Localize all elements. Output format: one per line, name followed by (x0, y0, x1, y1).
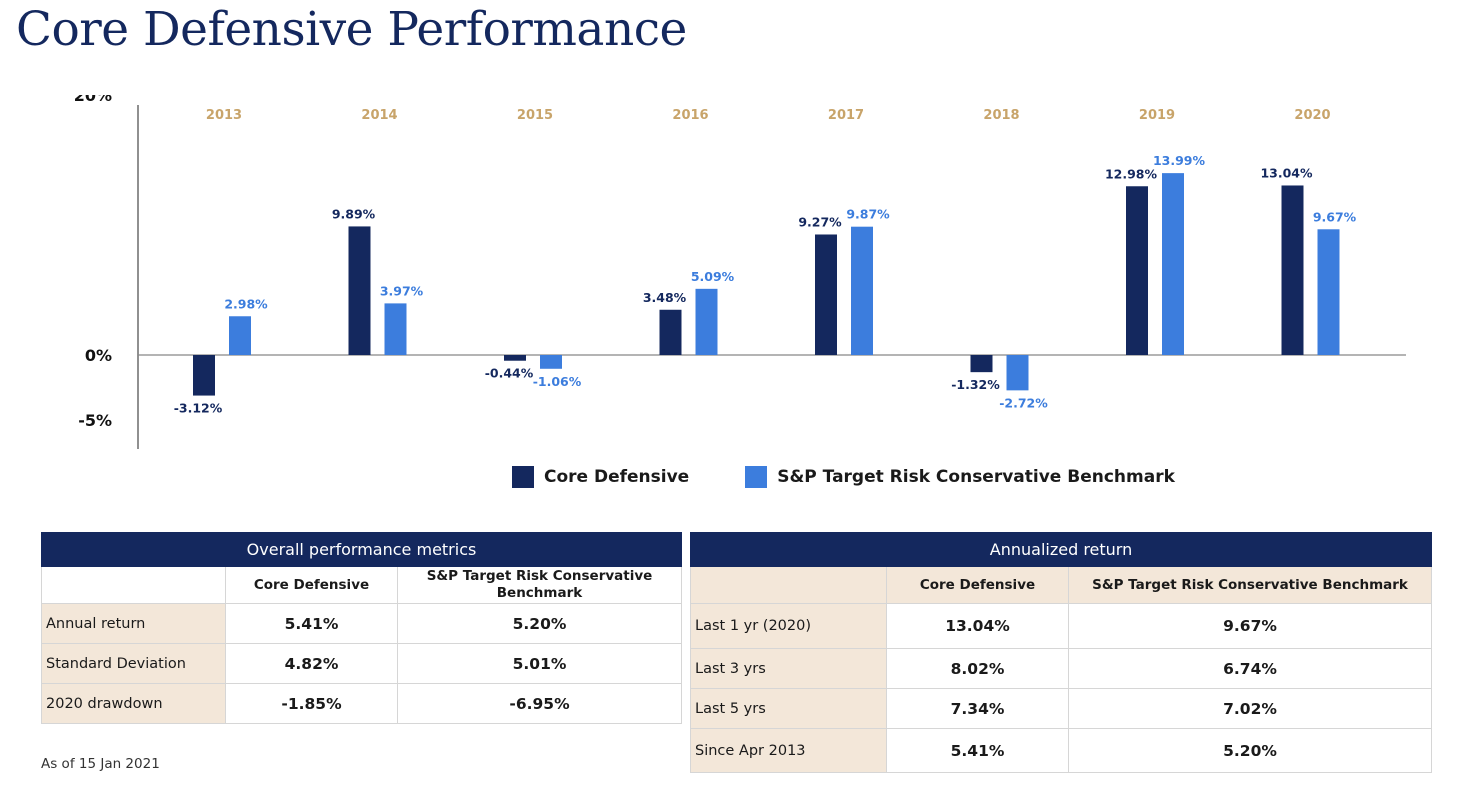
as-of-date: As of 15 Jan 2021 (41, 756, 160, 772)
benchmark-value: -6.95% (397, 683, 682, 724)
overall-table-title: Overall performance metrics (41, 532, 682, 567)
bar-benchmark (229, 316, 251, 355)
legend-item-benchmark: S&P Target Risk Conservative Benchmark (745, 466, 1175, 488)
chart-legend: Core Defensive S&P Target Risk Conservat… (512, 466, 1175, 488)
data-label-core: 12.98% (1105, 166, 1158, 181)
annualized-header-core: Core Defensive (886, 566, 1069, 604)
bar-core (815, 234, 837, 355)
bar-core (659, 309, 682, 355)
core-value: 5.41% (886, 728, 1069, 773)
data-label-benchmark: -2.72% (999, 395, 1048, 410)
data-label-benchmark: 9.67% (1313, 209, 1357, 224)
data-label-core: 13.04% (1260, 165, 1313, 180)
table-row: Last 3 yrs 8.02% 6.74% (690, 648, 1433, 689)
row-label: Annual return (41, 603, 226, 644)
table-row: Standard Deviation 4.82% 5.01% (41, 643, 682, 684)
table-row: 2020 drawdown -1.85% -6.95% (41, 683, 682, 724)
annualized-header-benchmark: S&P Target Risk Conservative Benchmark (1067, 566, 1433, 604)
bar-benchmark (1162, 173, 1184, 355)
bar-core (504, 355, 526, 361)
bar-benchmark (1317, 229, 1340, 355)
year-label: 2015 (517, 108, 553, 123)
row-label: Last 3 yrs (690, 648, 887, 689)
overall-header-benchmark: S&P Target Risk Conservative Benchmark (397, 566, 682, 604)
core-value: 4.82% (225, 643, 398, 684)
bar-benchmark (540, 355, 562, 369)
overall-header-core: Core Defensive (225, 566, 398, 604)
benchmark-value: 9.67% (1067, 603, 1433, 649)
table-row: Annual return 5.41% 5.20% (41, 603, 682, 644)
year-label: 2013 (206, 108, 242, 123)
annualized-table-title: Annualized return (689, 532, 1433, 567)
bar-benchmark (695, 288, 718, 355)
core-value: 13.04% (886, 603, 1069, 649)
row-label: Last 5 yrs (690, 688, 887, 729)
data-label-benchmark: 9.87% (846, 207, 890, 222)
data-label-benchmark: 13.99% (1153, 153, 1206, 168)
annualized-return-table: Annualized return Core Defensive S&P Tar… (689, 532, 1433, 773)
benchmark-value: 6.74% (1067, 648, 1433, 689)
data-label-benchmark: -1.06% (533, 374, 582, 389)
legend-swatch-benchmark (745, 466, 768, 488)
data-label-benchmark: 2.98% (224, 296, 268, 311)
bar-core (193, 355, 215, 396)
row-label: Since Apr 2013 (690, 728, 887, 773)
row-label: 2020 drawdown (41, 683, 226, 724)
table-row: Last 5 yrs 7.34% 7.02% (690, 688, 1433, 729)
year-label: 2014 (361, 108, 397, 123)
bar-core (970, 355, 993, 373)
overall-header-blank (41, 566, 226, 604)
benchmark-value: 5.20% (1067, 728, 1433, 773)
core-value: 8.02% (886, 648, 1069, 689)
overall-performance-table: Overall performance metrics Core Defensi… (41, 532, 682, 724)
data-label-core: 3.48% (643, 290, 687, 305)
legend-label-benchmark: S&P Target Risk Conservative Benchmark (777, 467, 1175, 487)
year-label: 2020 (1294, 108, 1330, 123)
benchmark-value: 5.01% (397, 643, 682, 684)
core-value: 5.41% (225, 603, 398, 644)
data-label-core: 9.89% (332, 206, 376, 221)
page-title: Core Defensive Performance (16, 2, 687, 57)
year-label: 2016 (672, 108, 708, 123)
data-label-core: 9.27% (798, 214, 842, 229)
year-label: 2019 (1139, 108, 1175, 123)
bar-core (348, 226, 371, 355)
table-row: Since Apr 2013 5.41% 5.20% (690, 728, 1433, 773)
bar-core (1281, 185, 1304, 355)
bar-benchmark (851, 226, 873, 355)
legend-item-core: Core Defensive (512, 466, 689, 488)
row-label: Standard Deviation (41, 643, 226, 684)
legend-swatch-core (512, 466, 534, 488)
performance-bar-chart: 20% 0% -5% 2013 -3.12% 2.98% 2014 9.89% 3.97% 201… (74, 95, 1406, 449)
benchmark-value: 5.20% (397, 603, 682, 644)
y-tick-label: 0% (85, 346, 112, 365)
data-label-benchmark: 5.09% (691, 269, 735, 284)
benchmark-value: 7.02% (1067, 688, 1433, 729)
table-row: Last 1 yr (2020) 13.04% 9.67% (690, 603, 1433, 649)
row-label: Last 1 yr (2020) (690, 603, 887, 649)
bar-benchmark (1006, 355, 1029, 391)
bar-benchmark (384, 303, 407, 355)
data-label-core: -3.12% (174, 401, 223, 416)
data-label-core: -0.44% (485, 366, 534, 381)
data-label-benchmark: 3.97% (380, 283, 424, 298)
core-value: 7.34% (886, 688, 1069, 729)
y-tick-label: 20% (74, 95, 112, 105)
legend-label-core: Core Defensive (544, 467, 690, 487)
bar-core (1126, 186, 1148, 355)
annualized-header-blank (690, 566, 887, 604)
core-value: -1.85% (225, 683, 398, 724)
data-label-core: -1.32% (951, 377, 1000, 392)
year-label: 2017 (828, 108, 864, 123)
y-tick-label: -5% (78, 411, 112, 430)
year-label: 2018 (983, 108, 1019, 123)
